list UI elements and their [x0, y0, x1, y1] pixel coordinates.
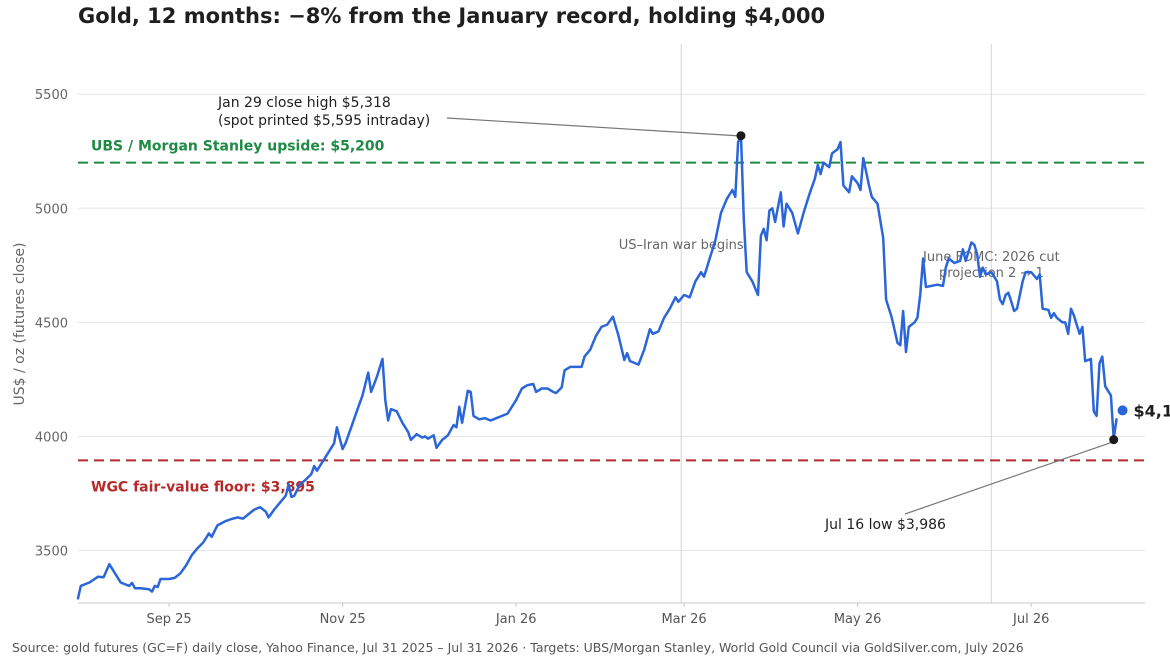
last-value-label: $4,114: [1134, 401, 1170, 420]
low-annotation: Jul 16 low $3,986: [824, 517, 946, 533]
grid-lines: [78, 93, 1145, 552]
y-tick-label: 4000: [35, 430, 68, 445]
annotation-leader: [446, 117, 737, 137]
x-tick-label: May 26: [834, 612, 882, 627]
peak-annotation: Jan 29 close high $5,318 (spot printed $5…: [217, 95, 430, 129]
annotation-leader: [904, 442, 1111, 515]
y-tick-label: 4500: [35, 316, 68, 331]
last-value-marker: [1117, 405, 1128, 416]
x-tick-label: Sep 25: [146, 612, 191, 627]
price-series: [76, 134, 1118, 600]
x-tick-label: Jan 26: [495, 612, 537, 627]
y-tick-label: 5000: [35, 202, 68, 217]
reference-label: UBS / Morgan Stanley upside: $5,200: [91, 139, 385, 155]
y-axis-label: US$ / oz (futures close): [12, 243, 28, 406]
reference-label: WGC fair-value floor: $3,895: [91, 479, 315, 495]
event-label: US–Iran war begins: [619, 238, 744, 253]
x-tick-label: Mar 26: [661, 612, 706, 627]
low-marker: [1109, 435, 1119, 445]
chart-title: Gold, 12 months: −8% from the January re…: [78, 4, 826, 28]
y-tick-label: 5500: [35, 88, 68, 103]
axes: US$ / oz (futures close) 3500 4000 4500 500…: [12, 88, 1145, 627]
reference-lines: UBS / Morgan Stanley upside: $5,200 WGC f…: [78, 139, 1145, 495]
annotations: Jan 29 close high $5,318 (spot printed $5…: [217, 95, 1170, 533]
price-line: [76, 134, 1118, 600]
y-tick-label: 3500: [35, 545, 68, 560]
peak-marker: [736, 131, 746, 141]
x-tick-label: Nov 25: [320, 612, 366, 627]
source-note: Source: gold futures (GC=F) daily close,…: [12, 640, 1024, 655]
x-tick-label: Jul 26: [1012, 612, 1049, 627]
